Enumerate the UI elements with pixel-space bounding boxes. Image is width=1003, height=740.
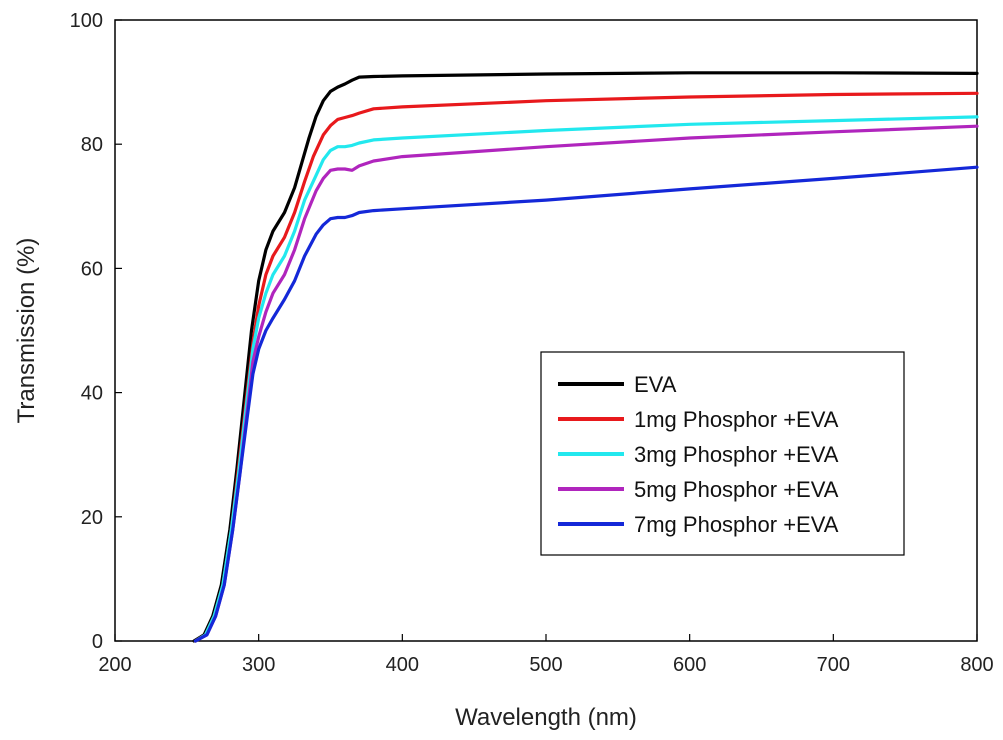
y-tick-label: 80 — [81, 134, 103, 156]
legend-label-5: 7mg Phosphor +EVA — [634, 512, 839, 537]
series-line-5 — [193, 165, 979, 643]
series-layer — [192, 71, 979, 643]
legend-label-3: 3mg Phosphor +EVA — [634, 442, 839, 467]
x-tick-label: 600 — [673, 654, 706, 676]
x-tick-label: 700 — [817, 654, 850, 676]
legend-label-4: 5mg Phosphor +EVA — [634, 477, 839, 502]
y-tick-label: 60 — [81, 258, 103, 280]
legend-label-2: 1mg Phosphor +EVA — [634, 407, 839, 432]
x-tick-label: 500 — [529, 654, 562, 676]
x-tick-label: 200 — [98, 654, 131, 676]
x-tick-label: 400 — [386, 654, 419, 676]
y-tick-label: 20 — [81, 507, 103, 529]
y-tick-label: 100 — [70, 10, 103, 32]
y-tick-label: 40 — [81, 383, 103, 405]
x-axis-label: Wavelength (nm) — [455, 704, 637, 731]
x-tick-label: 300 — [242, 654, 275, 676]
legend: EVA 1mg Phosphor +EVA 3mg Phosphor +EVA 5mg… — [540, 351, 905, 556]
y-tick-label: 0 — [92, 631, 103, 653]
axes: 200 300 400 500 600 700 800 0 20 40 60 80 100 — [70, 10, 994, 676]
legend-label-1: EVA — [634, 372, 677, 397]
y-axis-label: Transmission (%) — [13, 238, 40, 424]
x-tick-label: 800 — [960, 654, 993, 676]
